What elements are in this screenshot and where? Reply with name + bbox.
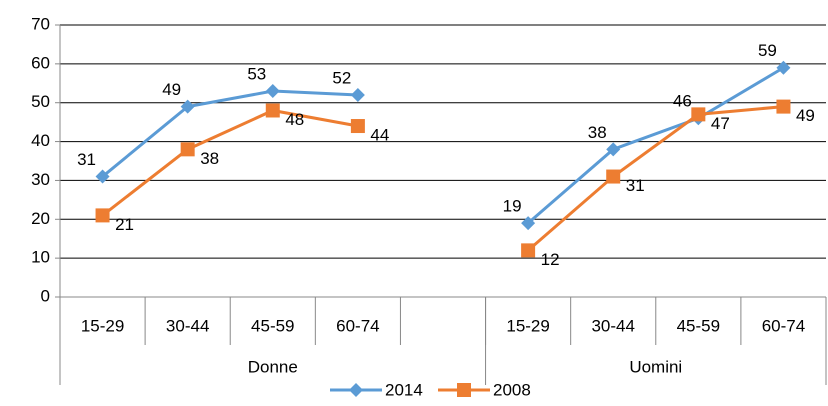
marker: [349, 383, 363, 397]
data-label: 52: [332, 68, 351, 87]
data-label: 38: [200, 149, 219, 168]
marker: [95, 169, 110, 184]
x-tick-label: 30-44: [166, 316, 209, 335]
x-tick-label: 30-44: [591, 316, 634, 335]
marker: [606, 142, 621, 157]
data-label: 59: [758, 41, 777, 60]
x-tick-label: 45-59: [251, 316, 294, 335]
marker: [350, 87, 365, 102]
x-tick-label: 45-59: [677, 316, 720, 335]
y-tick-label: 20: [31, 209, 50, 228]
series-line: [101, 105, 784, 252]
data-label: 49: [796, 106, 815, 125]
marker: [265, 84, 280, 99]
marker: [350, 119, 365, 134]
data-label: 19: [503, 197, 522, 216]
marker: [606, 169, 621, 184]
x-tick-label: 15-29: [81, 316, 124, 335]
data-label: 44: [370, 126, 389, 145]
group-label: Donne: [248, 357, 298, 376]
x-tick-label: 60-74: [762, 316, 805, 335]
x-tick-label: 60-74: [336, 316, 379, 335]
marker: [521, 243, 536, 258]
data-label: 38: [588, 123, 607, 142]
legend-label: 2008: [493, 380, 531, 399]
y-tick-label: 0: [41, 286, 50, 305]
marker: [776, 99, 791, 114]
data-label: 21: [115, 215, 134, 234]
data-label: 12: [541, 250, 560, 269]
marker: [691, 107, 706, 122]
marker: [180, 142, 195, 157]
y-tick-label: 60: [31, 53, 50, 72]
marker: [180, 99, 195, 114]
data-label: 31: [626, 176, 645, 195]
marker: [521, 216, 536, 231]
data-label: 46: [673, 92, 692, 111]
data-label: 49: [162, 80, 181, 99]
data-label: 31: [77, 150, 96, 169]
data-label: 53: [247, 65, 266, 84]
data-label: 47: [711, 114, 730, 133]
group-label: Uomini: [629, 357, 682, 376]
legend-label: 2014: [385, 380, 423, 399]
y-tick-label: 10: [31, 248, 50, 267]
y-tick-label: 30: [31, 170, 50, 189]
y-tick-label: 40: [31, 131, 50, 150]
marker: [776, 60, 791, 75]
x-tick-label: 15-29: [506, 316, 549, 335]
series-line: [101, 66, 785, 225]
data-label: 48: [285, 110, 304, 129]
marker: [457, 383, 471, 397]
marker: [95, 208, 110, 223]
y-tick-label: 50: [31, 92, 50, 111]
marker: [265, 103, 280, 118]
y-tick-label: 70: [31, 14, 50, 33]
